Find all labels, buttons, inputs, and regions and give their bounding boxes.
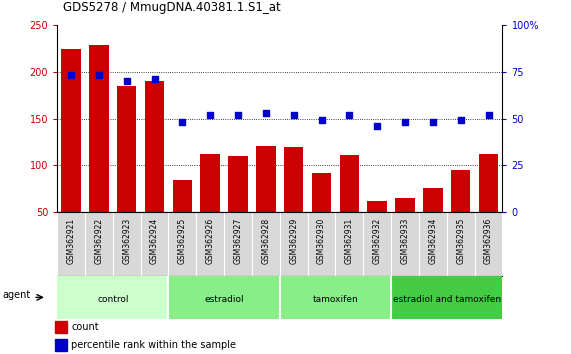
Point (317, 118, 326, 123)
Bar (168, 276, 280, 319)
Point (150, 76, 159, 82)
Point (345, 112, 354, 118)
Bar (228, 156, 248, 212)
Point (456, 118, 465, 123)
Text: GSM362929: GSM362929 (289, 217, 298, 264)
Text: agent: agent (3, 290, 31, 300)
Text: control: control (97, 295, 128, 304)
Text: estradiol: estradiol (204, 295, 244, 304)
Point (428, 120, 437, 125)
Text: GSM362932: GSM362932 (373, 217, 382, 264)
Bar (55, 321, 67, 333)
Bar (172, 179, 192, 212)
Bar (200, 154, 220, 212)
Bar (89, 45, 108, 212)
Text: tamoxifen: tamoxifen (312, 295, 359, 304)
Text: GSM362926: GSM362926 (206, 217, 215, 264)
Point (289, 112, 298, 118)
Text: GSM362934: GSM362934 (428, 217, 437, 264)
Point (373, 123, 382, 129)
Bar (117, 86, 136, 212)
Text: count: count (71, 322, 99, 332)
Point (262, 110, 271, 116)
Text: GSM362936: GSM362936 (484, 217, 493, 264)
Bar (451, 170, 471, 212)
Text: GSM362931: GSM362931 (345, 217, 354, 264)
Bar (368, 201, 387, 212)
Text: percentile rank within the sample: percentile rank within the sample (71, 340, 236, 350)
Bar (395, 198, 415, 212)
Bar (340, 155, 359, 212)
Text: GSM362921: GSM362921 (66, 217, 75, 264)
Point (122, 78, 131, 84)
Bar (280, 276, 391, 319)
Point (94, 73, 103, 78)
Bar (312, 173, 331, 212)
Text: estradiol and tamoxifen: estradiol and tamoxifen (393, 295, 501, 304)
Text: GSM362928: GSM362928 (262, 217, 271, 264)
Text: GDS5278 / MmugDNA.40381.1.S1_at: GDS5278 / MmugDNA.40381.1.S1_at (63, 1, 280, 14)
Bar (61, 49, 81, 212)
Text: GSM362925: GSM362925 (178, 217, 187, 264)
Bar (423, 188, 443, 212)
Text: GSM362922: GSM362922 (94, 217, 103, 264)
Text: GSM362935: GSM362935 (456, 217, 465, 264)
Bar (391, 276, 502, 319)
Text: GSM362927: GSM362927 (234, 217, 243, 264)
Text: GSM362930: GSM362930 (317, 217, 326, 264)
Bar (256, 146, 276, 212)
Point (234, 112, 243, 118)
Text: GSM362924: GSM362924 (150, 217, 159, 264)
Text: GSM362933: GSM362933 (400, 217, 409, 264)
Point (484, 112, 493, 118)
Bar (55, 339, 67, 351)
Point (66, 73, 75, 78)
Point (206, 112, 215, 118)
Point (400, 120, 409, 125)
Bar (145, 81, 164, 212)
Bar (479, 154, 498, 212)
Point (178, 120, 187, 125)
Bar (284, 147, 303, 212)
Text: GSM362923: GSM362923 (122, 217, 131, 264)
Bar (57, 276, 168, 319)
